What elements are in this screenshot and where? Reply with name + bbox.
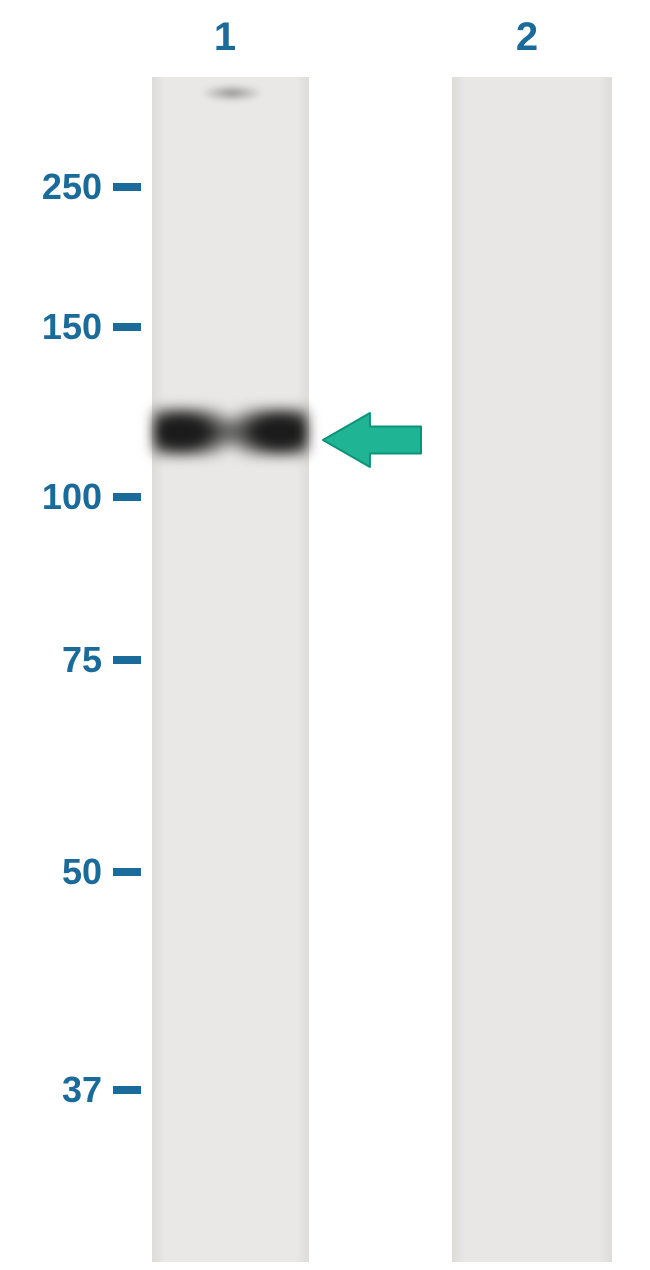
arrow-left-icon [320, 410, 424, 470]
band-lane1-1 [153, 408, 308, 456]
marker-label-50: 50 [62, 851, 102, 893]
western-blot: 1 2 250 150 100 75 50 37 [0, 0, 650, 1270]
band-lane1-0 [202, 85, 262, 101]
marker-label-75: 75 [62, 639, 102, 681]
marker-label-100: 100 [42, 476, 102, 518]
lane-1-label: 1 [205, 15, 245, 60]
target-band-arrow [320, 410, 424, 470]
marker-label-37: 37 [62, 1069, 102, 1111]
marker-label-150: 150 [42, 306, 102, 348]
marker-tick-75 [113, 656, 141, 664]
marker-tick-37 [113, 1086, 141, 1094]
lane-2 [452, 77, 612, 1262]
marker-label-250: 250 [42, 166, 102, 208]
lane-2-label: 2 [507, 15, 547, 60]
marker-tick-250 [113, 183, 141, 191]
marker-tick-100 [113, 493, 141, 501]
marker-tick-50 [113, 868, 141, 876]
lane-1 [152, 77, 309, 1262]
marker-tick-150 [113, 323, 141, 331]
